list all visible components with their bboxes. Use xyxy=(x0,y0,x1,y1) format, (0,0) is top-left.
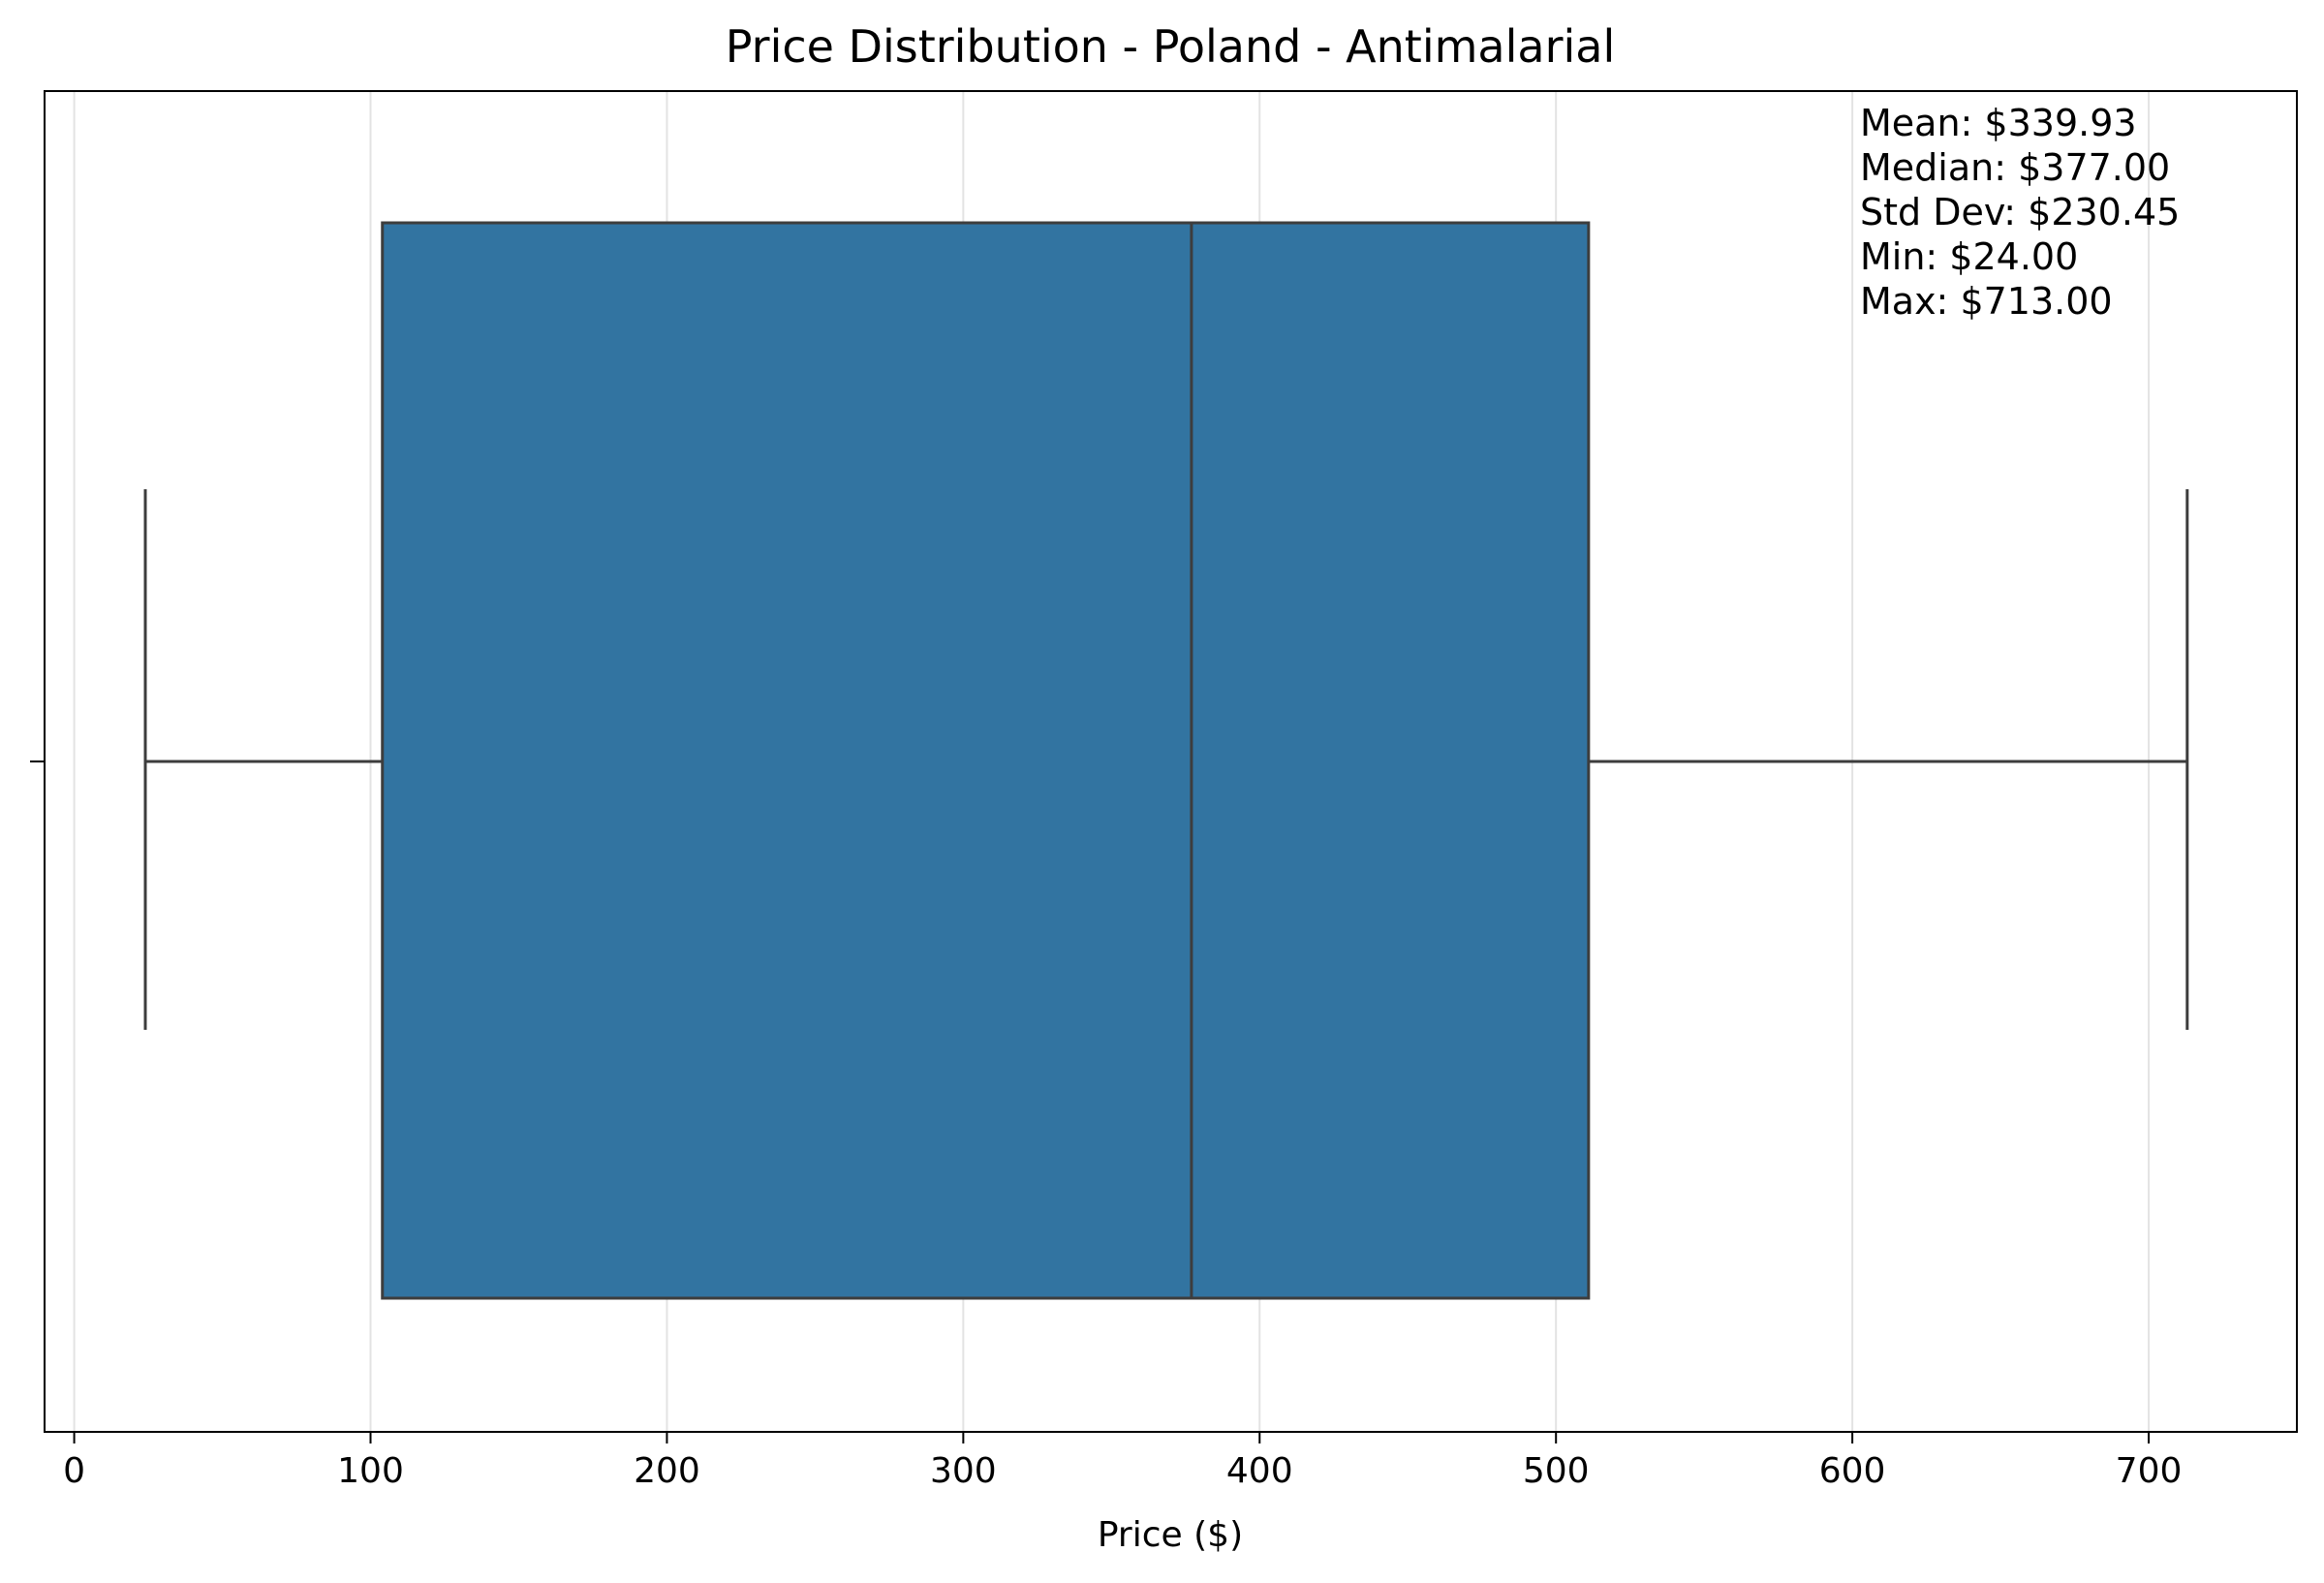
x-axis-ticks: 0 100 200 300 400 500 600 700 xyxy=(63,1432,2182,1491)
stat-std-dev: Std Dev: $230.45 xyxy=(1860,191,2180,233)
x-tick-label: 200 xyxy=(634,1451,700,1491)
x-tick-label: 400 xyxy=(1226,1451,1293,1491)
stats-annotation: Mean: $339.93 Median: $377.00 Std Dev: $… xyxy=(1860,102,2180,323)
x-tick-label: 500 xyxy=(1523,1451,1590,1491)
x-tick-label: 600 xyxy=(1819,1451,1886,1491)
stat-median: Median: $377.00 xyxy=(1860,146,2170,189)
interquartile-box xyxy=(381,221,1591,1300)
stat-min: Min: $24.00 xyxy=(1860,235,2078,278)
x-tick-label: 700 xyxy=(2116,1451,2183,1491)
x-tick-label: 300 xyxy=(930,1451,997,1491)
x-tick-label: 0 xyxy=(63,1451,85,1491)
box-plot xyxy=(143,221,2189,1300)
x-tick-label: 100 xyxy=(337,1451,404,1491)
stat-max: Max: $713.00 xyxy=(1860,280,2113,323)
chart-title: Price Distribution - Poland - Antimalari… xyxy=(726,20,1616,73)
stat-mean: Mean: $339.93 xyxy=(1860,102,2137,144)
x-axis-label: Price ($) xyxy=(1098,1515,1243,1555)
